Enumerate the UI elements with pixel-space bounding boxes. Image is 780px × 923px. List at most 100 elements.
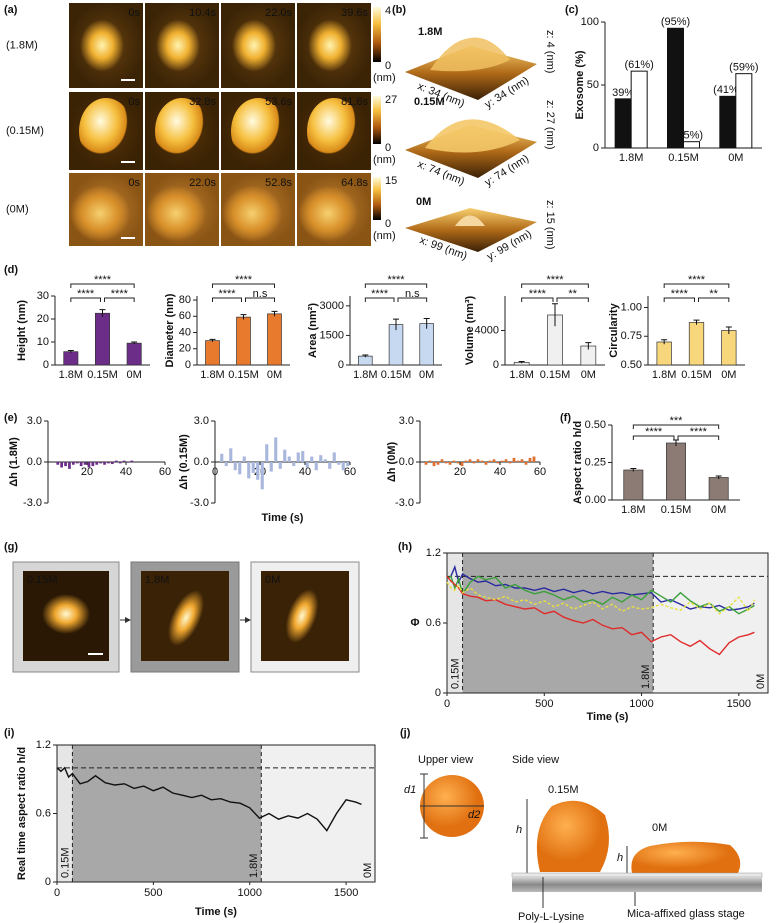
- significance-label: **: [568, 288, 577, 300]
- significance-bracket: [521, 283, 589, 288]
- panel-label: (i): [4, 727, 15, 739]
- bar: [476, 459, 480, 462]
- y-axis-label: Φ: [410, 617, 419, 629]
- bar: [432, 462, 436, 467]
- y-tick-label: -3.0: [23, 497, 42, 509]
- bar: [278, 462, 282, 469]
- bar: [269, 462, 273, 472]
- x-axis-label: Time (s): [262, 512, 304, 524]
- exosome-side: [536, 800, 609, 872]
- bar: [314, 462, 318, 471]
- bar: [496, 462, 500, 464]
- panel-label: (g): [4, 541, 18, 553]
- x-axis-label: Time (s): [587, 711, 629, 723]
- x-tick-label: 0.15M: [681, 369, 712, 381]
- error-bar: [67, 350, 74, 353]
- bar: [452, 460, 456, 462]
- bar: [242, 456, 246, 462]
- colorbar-unit: (nm): [373, 154, 396, 166]
- x-tick-label: 0M: [728, 152, 743, 164]
- colorbar-max: 27: [385, 94, 397, 106]
- bar: [623, 469, 644, 501]
- bar: [71, 462, 75, 465]
- significance-bracket: [364, 297, 395, 302]
- state-label: 0M: [652, 822, 667, 834]
- x-tick-label: 0: [212, 466, 218, 478]
- y-tick-label: -3.0: [395, 497, 414, 509]
- time-label: 22.0s: [265, 7, 292, 19]
- bar: [118, 462, 122, 464]
- significance-bracket: [397, 297, 428, 302]
- bar: [460, 462, 464, 467]
- bar: [630, 70, 648, 149]
- bar: [305, 462, 309, 468]
- bar: [328, 462, 332, 469]
- bar: [63, 351, 79, 366]
- x-tick-label: 1.8M: [353, 369, 377, 381]
- bar: [614, 98, 632, 149]
- colorbar-unit: (nm): [373, 72, 396, 84]
- error-bar: [552, 303, 558, 327]
- significance-bracket: [70, 297, 101, 302]
- y-tick-label: 0.0: [27, 456, 42, 468]
- bar: [424, 462, 428, 465]
- value-label: (59%): [729, 62, 758, 74]
- bar: [468, 459, 472, 462]
- surface-label: 0M: [416, 196, 431, 208]
- y-axis-label: Circularity: [608, 302, 620, 357]
- y-tick-label: 3.0: [194, 415, 209, 427]
- x-tick-label: 20: [454, 466, 466, 478]
- y-axis-label: Volume (nm³): [464, 295, 476, 365]
- bar: [283, 449, 287, 462]
- y-axis-label: Δh (1.8M): [8, 437, 20, 487]
- phase-label: 1.8M: [248, 854, 260, 878]
- bar: [341, 462, 345, 471]
- bar: [464, 460, 468, 462]
- x-tick-label: 60: [159, 466, 171, 478]
- bar: [656, 341, 672, 366]
- exosome-image: [307, 98, 361, 164]
- bar: [233, 462, 237, 471]
- exosome-image: [70, 185, 130, 242]
- bar: [448, 462, 452, 465]
- significance-label: ****: [77, 288, 95, 300]
- bar: [436, 462, 440, 465]
- bar: [205, 340, 220, 366]
- x-axis-label: Time (s): [195, 906, 237, 918]
- phase-region: [57, 745, 73, 882]
- exosome-image: [42, 594, 90, 634]
- y-tick-label: 0: [185, 359, 191, 371]
- surface-peak: [455, 215, 485, 226]
- error-bar: [131, 341, 138, 345]
- y-axis-label: Δh (0.15M): [178, 434, 190, 490]
- bar: [292, 462, 296, 467]
- bar: [735, 73, 753, 149]
- bar: [428, 460, 432, 462]
- colorbar-min: 0: [385, 142, 391, 154]
- x-tick-label: 1.8M: [652, 369, 676, 381]
- data-line: [446, 575, 755, 656]
- y-axis-label: Aspect ratio h/d: [572, 421, 584, 504]
- value-label: (95%): [661, 16, 690, 28]
- significance-bracket: [245, 297, 275, 302]
- y-tick-label: 3.0: [399, 415, 414, 427]
- y-tick-label: 0.6: [36, 807, 51, 819]
- image-label: 0M: [265, 574, 280, 586]
- bar: [110, 462, 114, 465]
- significance-bracket: [104, 297, 135, 302]
- significance-label: ****: [645, 426, 663, 438]
- y-tick-label: 0.0: [194, 456, 209, 468]
- view-title: Upper view: [418, 754, 473, 766]
- bar: [79, 462, 83, 467]
- phase-label: 0M: [755, 674, 767, 689]
- bar: [64, 462, 67, 467]
- bar: [532, 456, 536, 462]
- y-tick-label: 1.00: [621, 301, 642, 313]
- coating-layer: [511, 872, 763, 878]
- bar: [440, 459, 444, 462]
- x-tick-label: 0.15M: [668, 152, 699, 164]
- exosome-image: [168, 590, 204, 646]
- x-tick-label: 0.15M: [87, 369, 118, 381]
- dimension-label: d2: [468, 809, 480, 821]
- bar: [524, 462, 528, 465]
